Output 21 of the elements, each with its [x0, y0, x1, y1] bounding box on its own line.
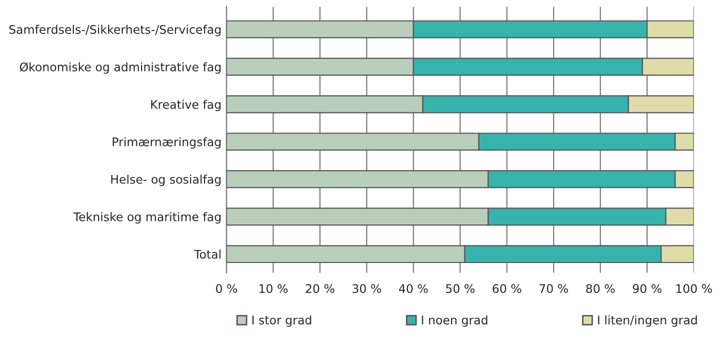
x-tick-label: 20 % — [306, 284, 334, 294]
x-tick-label: 90 % — [632, 284, 662, 294]
legend-label: I liten/ingen grad — [598, 315, 697, 327]
x-tick-label: 50 % — [446, 284, 475, 294]
x-tick-label: 80 % — [586, 284, 615, 294]
legend-label: I stor grad — [252, 315, 312, 327]
x-tick-label: 100 % — [676, 284, 712, 294]
x-tick-label: 40 % — [399, 284, 428, 294]
y-tick-label: Økonomiske og administrative fag — [20, 62, 221, 74]
x-tick-label: 0 % — [216, 284, 238, 294]
x-tick-label: 30 % — [352, 284, 382, 294]
x-tick-label: 10 % — [260, 284, 288, 294]
y-tick-label: Helse- og sosialfag — [111, 174, 221, 186]
y-tick-label: Samferdsels-/Sikkerhets-/Servicefag — [9, 24, 221, 36]
legend-label: I noen grad — [422, 315, 488, 327]
x-tick-label: 60 % — [492, 284, 522, 294]
y-tick-label: Kreative fag — [151, 100, 221, 112]
y-tick-label: Tekniske og maritime fag — [73, 212, 221, 224]
x-tick-label: 70 % — [540, 284, 568, 294]
y-tick-label: Primærnæringsfag — [112, 137, 221, 149]
y-tick-label: Total — [194, 250, 221, 259]
